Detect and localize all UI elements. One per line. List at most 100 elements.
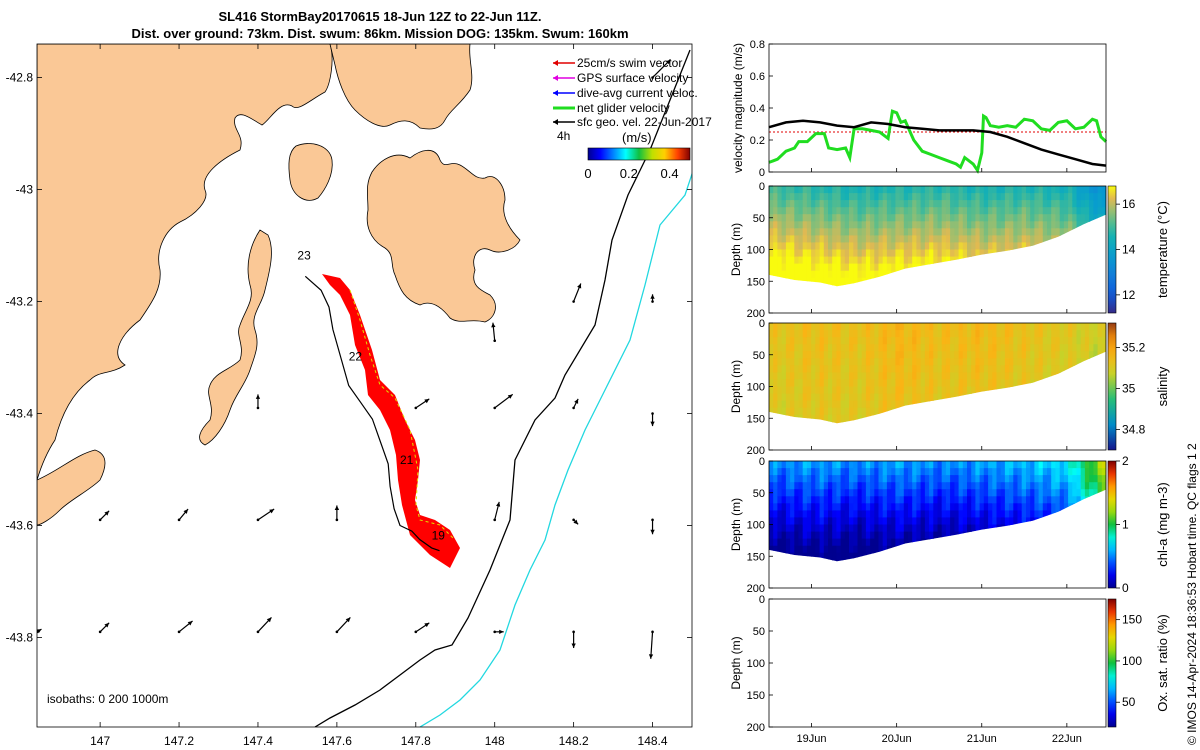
map-ytick-label: -43.6	[6, 518, 34, 532]
geo-vector	[651, 59, 671, 79]
ytick-label: 0	[759, 456, 765, 468]
geo-vector	[572, 283, 582, 303]
svg-text:sfc geo. vel. 22-Jun-2017: sfc geo. vel. 22-Jun-2017	[577, 115, 712, 129]
panel-frame	[768, 43, 1107, 173]
svg-text:net glider velocity: net glider velocity	[577, 101, 670, 115]
geo-vector	[650, 518, 655, 535]
ytick-label: 0.6	[750, 71, 765, 83]
geo-vector	[414, 398, 430, 410]
map-panel: 147 147.2 147.4 147.6 147.8 148 148.2 148.4 -42.…	[6, 43, 712, 748]
colorbar-label: Ox. sat. ratio (%)	[1155, 614, 1170, 712]
legend-net-glider-velocity: net glider velocity	[553, 101, 670, 115]
map-xtick-label: 148.4	[638, 734, 668, 748]
map-xtick-label: 148.2	[559, 734, 589, 748]
right-panels: 0 0.2 0.4 0.6 0.8 velocity magnitude (m/s) 0 50…	[730, 39, 1170, 745]
colorbar-tick-label: 16	[1122, 197, 1136, 211]
legend-dive-avg-velocity: dive-avg current veloc.	[553, 86, 698, 100]
colorbar-tick-label: 0	[1122, 581, 1129, 595]
colorbar-tick-label: 35	[1122, 382, 1136, 396]
series-line	[768, 119, 1107, 167]
day-label: 22	[349, 349, 363, 363]
land-peninsula-south	[37, 449, 106, 526]
legend-sfc-geo-velocity: sfc geo. vel. 22-Jun-2017	[553, 115, 712, 129]
ytick-label: 150	[747, 413, 765, 425]
ylabel: Depth (m)	[730, 223, 743, 276]
ytick-label: 200	[747, 308, 765, 320]
colorbar-tick-label: 1	[1122, 518, 1129, 532]
ytick-label: 50	[753, 213, 765, 225]
panel-salinity: 0 50 100 150 200 34.8 35 35.2 salinity Depth (m)	[730, 318, 1170, 457]
geo-vector	[491, 322, 497, 343]
geo-vector	[37, 628, 42, 634]
ytick-label: 200	[747, 722, 765, 734]
panel-frame	[768, 322, 1107, 451]
ytick-label: 50	[753, 350, 765, 362]
colorbar-tick-label: 35.2	[1122, 341, 1146, 355]
colorbar-chl-a	[1107, 460, 1117, 589]
title-line-1: SL416 StormBay20170615 18-Jun 12Z to 22-…	[218, 9, 542, 24]
map-ytick-label: -43	[16, 183, 34, 197]
xtick-label: 19Jun	[797, 733, 827, 745]
panel-frame	[768, 598, 1107, 728]
map-xtick-label: 147.8	[401, 734, 431, 748]
colorbar-temperature	[1107, 185, 1117, 314]
ytick-label: 0	[759, 181, 765, 193]
panel-oxygen: 0 50 100 150 200 50 100 150 Ox. sat. ratio (%) De…	[730, 594, 1170, 745]
map-xtick-label: 148	[485, 734, 505, 748]
xtick-label: 22Jun	[1052, 733, 1082, 745]
glider-track-line	[304, 275, 440, 552]
geo-vector	[572, 518, 579, 525]
day-label: 19	[432, 528, 446, 542]
day-label: 21	[400, 453, 414, 467]
colorbar-tick-label: 100	[1122, 654, 1142, 668]
ytick-label: 0.2	[750, 135, 765, 147]
map-colorbar-label: (m/s)	[622, 130, 652, 145]
ytick-label: 100	[747, 658, 765, 670]
ytick-label: 0.4	[750, 103, 765, 115]
svg-text:25cm/s swim vector: 25cm/s swim vector	[577, 56, 682, 70]
map-xtick-label: 147.2	[164, 734, 194, 748]
ytick-label: 150	[747, 276, 765, 288]
ytick-label: 0.8	[750, 39, 765, 51]
geo-vector	[650, 294, 655, 303]
geo-vector	[571, 630, 576, 649]
map-colorbar-tick-label: 0.2	[620, 166, 638, 181]
geo-vector	[255, 394, 261, 410]
geo-vector	[256, 508, 275, 522]
colorbar-label: chl-a (mg m-3)	[1155, 482, 1170, 567]
geo-vector	[177, 620, 193, 634]
panel-chl-a: 0 50 100 150 200 0 1 2 chl-a (mg m-3) Depth (m)	[730, 454, 1170, 595]
credit-text: © IMOS 14-Apr-2024 18:36:53 Hobart time.…	[1185, 443, 1199, 745]
xtick-label: 20Jun	[882, 733, 912, 745]
isobath-200m	[314, 49, 691, 727]
ytick-label: 100	[747, 520, 765, 532]
ytick-label: 200	[747, 583, 765, 595]
ylabel: Depth (m)	[730, 498, 743, 551]
ylabel: Depth (m)	[730, 636, 743, 689]
land-tasman	[37, 44, 333, 481]
colorbar-tick-label: 14	[1122, 243, 1136, 257]
ytick-label: 200	[747, 445, 765, 457]
xtick-label: 21Jun	[967, 733, 997, 745]
geo-vector	[98, 622, 110, 634]
geostrophic-vectors	[37, 59, 671, 659]
day-label: 23	[297, 249, 311, 263]
map-ytick-label: -43.4	[6, 406, 34, 420]
land-forestier	[366, 149, 521, 323]
svg-text:dive-avg current veloc.: dive-avg current veloc.	[577, 86, 698, 100]
svg-text:GPS surface velocity: GPS surface velocity	[577, 71, 688, 85]
map-xtick-label: 147.4	[243, 734, 273, 748]
ytick-label: 50	[753, 488, 765, 500]
geo-vector	[493, 501, 501, 522]
isobath-1000m	[419, 171, 692, 727]
map-colorbar	[587, 147, 691, 161]
legend-swim-vector: 25cm/s swim vector	[553, 56, 682, 70]
geo-vector	[493, 629, 504, 634]
panel-frame	[768, 460, 1107, 589]
colorbar-tick-label: 150	[1122, 613, 1142, 627]
land-northeast	[329, 44, 473, 130]
section-cells	[769, 186, 1106, 287]
panel-temperature: 0 50 100 150 200 12 14 16 temperature (°C) Depth …	[730, 181, 1170, 320]
section-cells	[769, 323, 1106, 424]
geo-vector	[648, 630, 654, 659]
